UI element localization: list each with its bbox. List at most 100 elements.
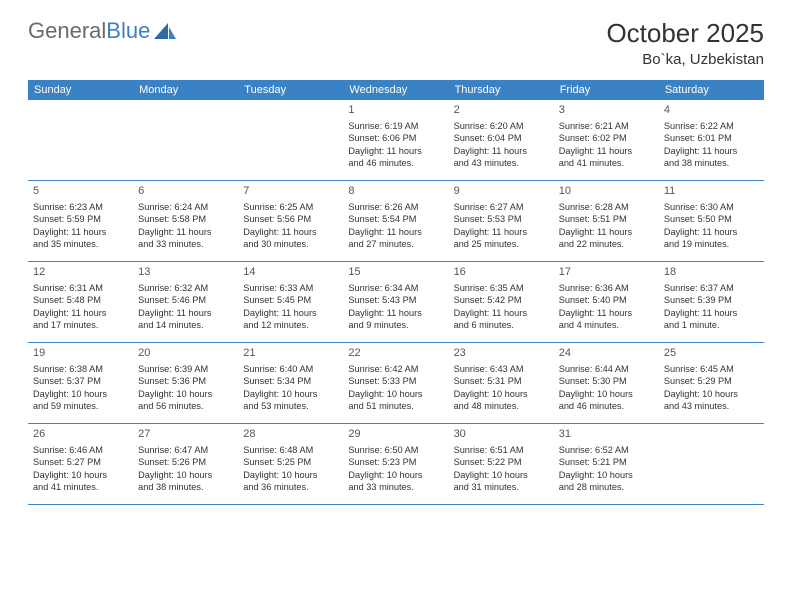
day-cell: 3Sunrise: 6:21 AMSunset: 6:02 PMDaylight… [554,100,659,180]
day-cell: 14Sunrise: 6:33 AMSunset: 5:45 PMDayligh… [238,262,343,342]
header: GeneralBlue October 2025 Bo`ka, Uzbekist… [28,18,764,68]
daylight-line-1: Daylight: 10 hours [454,388,549,400]
day-empty [238,100,343,180]
sunset-line: Sunset: 5:21 PM [559,456,654,468]
daylight-line-1: Daylight: 11 hours [138,226,233,238]
daylight-line-2: and 59 minutes. [33,400,128,412]
title-block: October 2025 Bo`ka, Uzbekistan [606,18,764,68]
sunset-line: Sunset: 5:42 PM [454,294,549,306]
day-number: 6 [138,184,233,199]
week-row: 26Sunrise: 6:46 AMSunset: 5:27 PMDayligh… [28,424,764,505]
day-cell: 21Sunrise: 6:40 AMSunset: 5:34 PMDayligh… [238,343,343,423]
sunset-line: Sunset: 5:53 PM [454,213,549,225]
daylight-line-2: and 53 minutes. [243,400,338,412]
day-cell: 9Sunrise: 6:27 AMSunset: 5:53 PMDaylight… [449,181,554,261]
daylight-line-2: and 33 minutes. [138,238,233,250]
daylight-line-1: Daylight: 11 hours [454,307,549,319]
sunrise-line: Sunrise: 6:22 AM [664,120,759,132]
day-number: 1 [348,103,443,118]
daylight-line-1: Daylight: 11 hours [33,226,128,238]
daylight-line-2: and 41 minutes. [33,481,128,493]
day-cell: 1 Sunrise: 6:19 AMSunset: 6:06 PMDaylight… [343,100,448,180]
daylight-line-1: Daylight: 10 hours [243,388,338,400]
dow-saturday: Saturday [659,80,764,100]
daylight-line-1: Daylight: 10 hours [559,388,654,400]
day-number: 18 [664,265,759,280]
sunset-line: Sunset: 6:06 PM [348,132,443,144]
daylight-line-1: Daylight: 11 hours [454,145,549,157]
sunrise-line: Sunrise: 6:34 AM [348,282,443,294]
logo-text-general: General [28,18,106,43]
day-number: 22 [348,346,443,361]
daylight-line-2: and 6 minutes. [454,319,549,331]
daylight-line-1: Daylight: 11 hours [559,307,654,319]
daylight-line-2: and 46 minutes. [348,157,443,169]
day-cell: 7Sunrise: 6:25 AMSunset: 5:56 PMDaylight… [238,181,343,261]
daylight-line-1: Daylight: 11 hours [664,226,759,238]
sunrise-line: Sunrise: 6:35 AM [454,282,549,294]
day-cell: 23Sunrise: 6:43 AMSunset: 5:31 PMDayligh… [449,343,554,423]
day-number: 2 [454,103,549,118]
day-number: 3 [559,103,654,118]
day-number: 27 [138,427,233,442]
sunrise-line: Sunrise: 6:39 AM [138,363,233,375]
week-row: 5Sunrise: 6:23 AMSunset: 5:59 PMDaylight… [28,181,764,262]
day-number: 15 [348,265,443,280]
day-cell: 18Sunrise: 6:37 AMSunset: 5:39 PMDayligh… [659,262,764,342]
sunrise-line: Sunrise: 6:23 AM [33,201,128,213]
sunset-line: Sunset: 5:56 PM [243,213,338,225]
daylight-line-2: and 35 minutes. [33,238,128,250]
daylight-line-2: and 12 minutes. [243,319,338,331]
daylight-line-2: and 56 minutes. [138,400,233,412]
logo-text-blue: Blue [106,18,150,43]
day-cell: 27Sunrise: 6:47 AMSunset: 5:26 PMDayligh… [133,424,238,504]
location: Bo`ka, Uzbekistan [606,51,764,68]
sunset-line: Sunset: 5:34 PM [243,375,338,387]
day-number: 12 [33,265,128,280]
day-number: 4 [664,103,759,118]
day-number: 10 [559,184,654,199]
day-cell: 6Sunrise: 6:24 AMSunset: 5:58 PMDaylight… [133,181,238,261]
dow-monday: Monday [133,80,238,100]
day-cell: 24Sunrise: 6:44 AMSunset: 5:30 PMDayligh… [554,343,659,423]
sunrise-line: Sunrise: 6:37 AM [664,282,759,294]
daylight-line-2: and 48 minutes. [454,400,549,412]
sunset-line: Sunset: 5:50 PM [664,213,759,225]
sunrise-line: Sunrise: 6:19 AM [348,120,443,132]
sunrise-line: Sunrise: 6:51 AM [454,444,549,456]
sunrise-line: Sunrise: 6:31 AM [33,282,128,294]
daylight-line-2: and 17 minutes. [33,319,128,331]
day-number: 21 [243,346,338,361]
sunset-line: Sunset: 5:43 PM [348,294,443,306]
sunset-line: Sunset: 5:48 PM [33,294,128,306]
daylight-line-2: and 38 minutes. [138,481,233,493]
daylight-line-1: Daylight: 11 hours [348,145,443,157]
day-cell: 2Sunrise: 6:20 AMSunset: 6:04 PMDaylight… [449,100,554,180]
sunrise-line: Sunrise: 6:32 AM [138,282,233,294]
day-cell: 16 Sunrise: 6:35 AMSunset: 5:42 PMDayligh… [449,262,554,342]
day-number: 26 [33,427,128,442]
daylight-line-1: Daylight: 11 hours [664,145,759,157]
day-number: 16 [454,265,549,280]
sunset-line: Sunset: 5:40 PM [559,294,654,306]
logo: GeneralBlue [28,18,176,44]
sunset-line: Sunset: 5:58 PM [138,213,233,225]
daylight-line-2: and 43 minutes. [664,400,759,412]
day-number: 24 [559,346,654,361]
sunset-line: Sunset: 5:30 PM [559,375,654,387]
week-row: 19Sunrise: 6:38 AMSunset: 5:37 PMDayligh… [28,343,764,424]
sunset-line: Sunset: 6:01 PM [664,132,759,144]
daylight-line-2: and 51 minutes. [348,400,443,412]
daylight-line-1: Daylight: 11 hours [33,307,128,319]
day-number: 23 [454,346,549,361]
day-cell: 13Sunrise: 6:32 AMSunset: 5:46 PMDayligh… [133,262,238,342]
day-number: 8 [348,184,443,199]
daylight-line-1: Daylight: 10 hours [664,388,759,400]
week-row: 1Sunrise: 6:19 AMSunset: 6:06 PMDaylight… [28,100,764,181]
calendar: SundayMondayTuesdayWednesdayThursdayFrid… [28,80,764,505]
day-cell: 25Sunrise: 6:45 AMSunset: 5:29 PMDayligh… [659,343,764,423]
daylight-line-1: Daylight: 11 hours [454,226,549,238]
day-cell: 17Sunrise: 6:36 AMSunset: 5:40 PMDayligh… [554,262,659,342]
sunset-line: Sunset: 5:25 PM [243,456,338,468]
daylight-line-2: and 41 minutes. [559,157,654,169]
